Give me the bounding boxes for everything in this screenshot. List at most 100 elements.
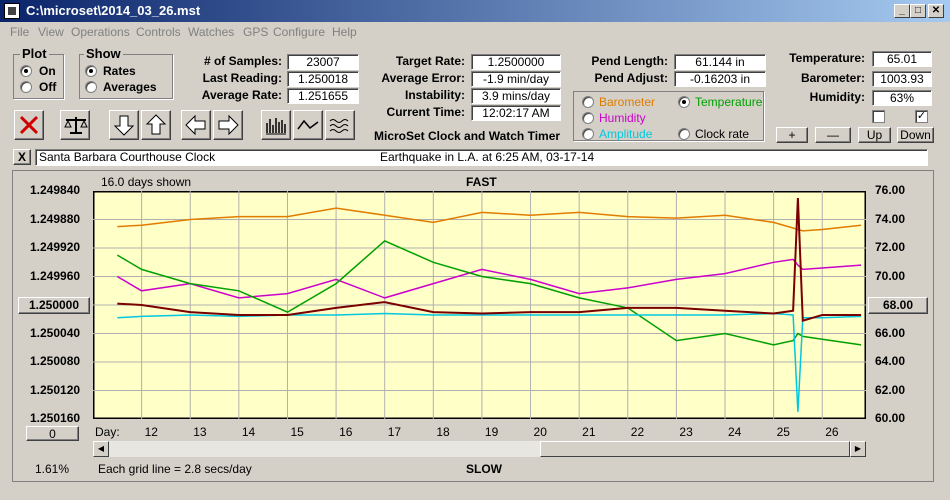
grid-lines xyxy=(93,191,866,419)
down-arrow-button[interactable] xyxy=(109,110,139,140)
barometer-label: Barometer: xyxy=(800,71,865,85)
temperature-option-label: Temperature xyxy=(695,95,763,109)
menu-watches[interactable]: Watches xyxy=(188,25,235,39)
grid-note-label: Each grid line = 2.8 secs/day xyxy=(98,462,252,476)
note-close-button[interactable]: X xyxy=(13,149,31,165)
last-reading-field: 1.250018 xyxy=(287,71,359,87)
x-axis-tick: 19 xyxy=(484,425,499,439)
red-x-icon xyxy=(19,115,39,135)
x-axis-tick: 22 xyxy=(630,425,645,439)
left-arrow-button[interactable] xyxy=(181,110,211,140)
target-rate-field[interactable]: 1.2500000 xyxy=(471,54,561,70)
menu-gps[interactable]: GPS xyxy=(243,25,269,39)
scale-up-button[interactable]: Up xyxy=(858,127,891,143)
minimize-button[interactable]: _ xyxy=(894,4,910,18)
plot-off-radio[interactable] xyxy=(20,81,32,93)
average-rate-field: 1.251655 xyxy=(287,88,359,104)
zoom-button[interactable]: 0 xyxy=(26,426,79,441)
x-axis-tick: 20 xyxy=(533,425,547,439)
x-axis-tick: 13 xyxy=(193,425,207,439)
menu-file[interactable]: File xyxy=(10,25,30,39)
series-selector xyxy=(573,91,764,141)
plot-on-radio[interactable] xyxy=(20,65,32,77)
pend-length-field[interactable]: 61.144 in xyxy=(674,54,766,70)
menu-configure[interactable]: Configure xyxy=(273,25,326,39)
left-center-button[interactable]: 1.250000 xyxy=(18,297,90,314)
clear-button[interactable] xyxy=(14,110,44,140)
plot-group-title: Plot xyxy=(20,46,49,61)
scale-down-button[interactable]: Down xyxy=(897,127,934,143)
plot-off-label: Off xyxy=(39,80,57,94)
right-checkbox[interactable]: ✓ xyxy=(915,110,928,123)
close-button[interactable]: ✕ xyxy=(928,4,944,18)
app-caption: MicroSet Clock and Watch Timer xyxy=(374,129,561,143)
note-text: Earthquake in L.A. at 6:25 AM, 03-17-14 xyxy=(380,150,595,164)
horizontal-scrollbar[interactable]: ◀ ▶ xyxy=(93,441,866,457)
menu-controls[interactable]: Controls xyxy=(136,25,181,39)
right-axis-tick: 70.00 xyxy=(875,268,906,283)
series-line-humidity xyxy=(116,258,862,299)
series-line-temperature xyxy=(116,240,862,346)
samples-field: 23007 xyxy=(287,54,359,70)
clock-rate-radio[interactable] xyxy=(678,128,690,140)
menu-view[interactable]: View xyxy=(38,25,64,39)
window-title: C:\microset\2014_03_26.mst xyxy=(26,3,201,18)
show-group xyxy=(79,54,173,99)
x-axis-tick: 21 xyxy=(582,425,596,439)
barometer-field: 1003.93 xyxy=(872,71,932,87)
left-axis-tick: 1.249840 xyxy=(30,183,81,197)
app-icon[interactable] xyxy=(4,3,20,19)
left-axis-tick: 1.249960 xyxy=(30,268,81,283)
humidity-radio[interactable] xyxy=(582,112,594,124)
right-axis-tick: 60.00 xyxy=(875,411,906,425)
maximize-button[interactable]: □ xyxy=(910,4,926,18)
line-view-button[interactable] xyxy=(293,110,323,140)
bar-graph-icon xyxy=(266,118,286,135)
barometer-radio[interactable] xyxy=(582,96,594,108)
right-axis-tick: 74.00 xyxy=(875,211,906,226)
humidity-label: Humidity: xyxy=(809,90,865,104)
bar-view-button[interactable] xyxy=(261,110,291,140)
temperature-label: Temperature: xyxy=(789,51,865,65)
show-group-title: Show xyxy=(84,46,123,61)
scroll-right-arrow-icon[interactable]: ▶ xyxy=(850,441,866,457)
scale-minus-button[interactable]: — xyxy=(815,127,851,143)
left-axis-tick: 1.250080 xyxy=(30,354,81,368)
x-axis-tick: 16 xyxy=(339,425,353,439)
humidity-option-label: Humidity xyxy=(599,111,646,125)
clock-rate-option-label: Clock rate xyxy=(695,127,750,141)
slow-label: SLOW xyxy=(466,462,502,476)
scroll-thumb[interactable] xyxy=(540,441,850,457)
menu-help[interactable]: Help xyxy=(332,25,357,39)
left-axis-tick: 1.250040 xyxy=(30,325,81,340)
arrow-down-icon xyxy=(113,115,135,136)
right-axis-tick: 76.00 xyxy=(875,183,906,197)
show-rates-radio[interactable] xyxy=(85,65,97,77)
left-checkbox[interactable] xyxy=(872,110,885,123)
menu-operations[interactable]: Operations xyxy=(71,25,130,39)
right-center-button[interactable]: 68.00 xyxy=(868,297,928,314)
samples-label: # of Samples: xyxy=(203,54,282,68)
note-field[interactable]: Santa Barbara Courthouse Clock Earthquak… xyxy=(35,149,928,166)
pend-adjust-label: Pend Adjust: xyxy=(594,71,668,85)
right-arrow-button[interactable] xyxy=(213,110,243,140)
wave-view-button[interactable] xyxy=(325,110,355,140)
up-arrow-button[interactable] xyxy=(141,110,171,140)
day-label: Day: xyxy=(95,425,120,439)
x-axis-tick: 24 xyxy=(728,425,742,439)
x-axis-tick: 12 xyxy=(144,425,158,439)
balance-button[interactable] xyxy=(60,110,90,140)
amplitude-radio[interactable] xyxy=(582,128,594,140)
scale-plus-button[interactable]: + xyxy=(776,127,808,143)
right-axis-tick: 64.00 xyxy=(875,354,906,368)
scroll-left-arrow-icon[interactable]: ◀ xyxy=(93,441,109,457)
temperature-radio[interactable] xyxy=(678,96,690,108)
amplitude-option-label: Amplitude xyxy=(599,127,653,141)
left-axis-tick: 1.249920 xyxy=(30,240,81,254)
right-axis-tick: 62.00 xyxy=(875,382,906,397)
left-axis-tick: 1.249880 xyxy=(30,211,81,226)
pend-length-label: Pend Length: xyxy=(591,54,668,68)
show-averages-radio[interactable] xyxy=(85,81,97,93)
arrow-up-icon xyxy=(145,114,167,135)
plot-area[interactable] xyxy=(93,191,866,419)
